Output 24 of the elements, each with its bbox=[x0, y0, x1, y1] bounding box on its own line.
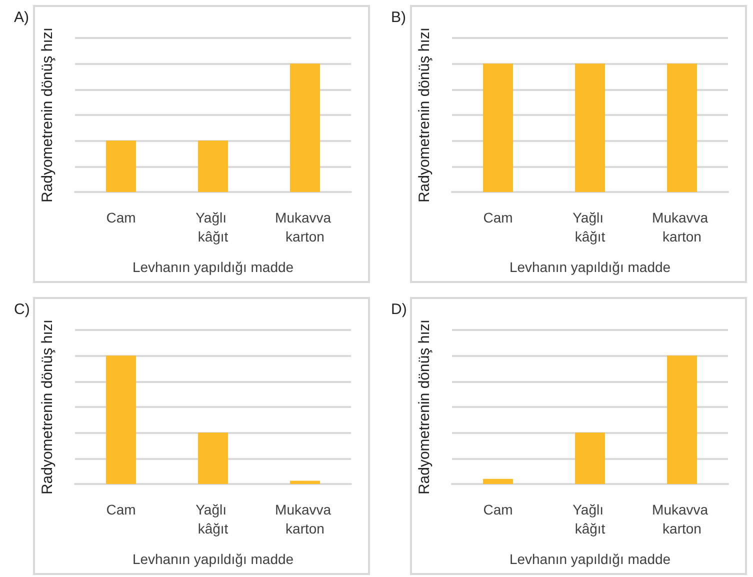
x-tick-label: Mukavva karton bbox=[652, 502, 712, 536]
x-tick-label: Cam bbox=[483, 210, 513, 226]
x-tick-label: Yağlı kâğıt bbox=[196, 210, 230, 244]
x-tick-label: Cam bbox=[483, 502, 513, 518]
chart-title: B) bbox=[391, 9, 406, 26]
chart-title: D) bbox=[391, 301, 407, 318]
x-tick-label: Yağlı kâğıt bbox=[572, 210, 608, 244]
x-axis-title: Levhanın yapıldığı madde bbox=[132, 259, 294, 275]
y-axis-title: Radyometrenin dönüş hızı bbox=[416, 319, 433, 495]
y-axis-title: Radyometrenin dönüş hızı bbox=[416, 27, 433, 203]
x-tick-label: Yağlı kâğıt bbox=[572, 502, 608, 536]
chart-title: C) bbox=[14, 301, 30, 318]
y-axis-title: Radyometrenin dönüş hızı bbox=[39, 27, 56, 203]
x-axis-title: Levhanın yapıldığı madde bbox=[509, 551, 671, 567]
x-tick-label: Cam bbox=[106, 502, 136, 518]
x-tick-label: Mukavva karton bbox=[652, 210, 712, 244]
x-axis-title: Levhanın yapıldığı madde bbox=[132, 551, 294, 567]
x-tick-label: Yağlı kâğıt bbox=[196, 502, 230, 536]
x-tick-label: Mukavva karton bbox=[275, 502, 335, 536]
x-tick-label: Mukavva karton bbox=[275, 210, 335, 244]
y-axis-title: Radyometrenin dönüş hızı bbox=[39, 319, 56, 495]
x-tick-label: Cam bbox=[106, 210, 136, 226]
chart-title: A) bbox=[14, 9, 30, 26]
x-axis-title: Levhanın yapıldığı madde bbox=[509, 259, 671, 275]
